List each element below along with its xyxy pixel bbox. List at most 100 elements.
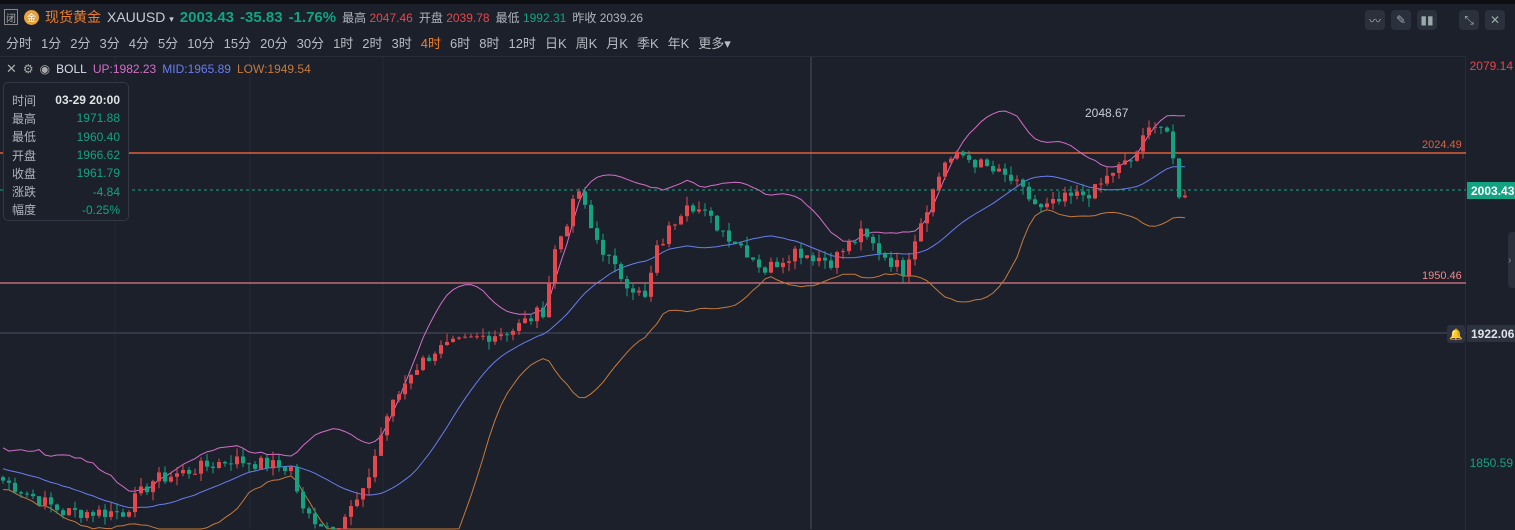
candle-body (547, 282, 551, 318)
candle-body (1069, 192, 1073, 196)
candle-body (943, 162, 947, 177)
candle-body (661, 244, 665, 246)
candle-body (739, 243, 743, 246)
candle-body (673, 224, 677, 226)
tooltip-key: 收盘 (12, 166, 37, 181)
tooltip-value: 1961.79 (76, 166, 120, 181)
candle-body (535, 307, 539, 322)
candle-body (373, 455, 377, 478)
candle-body (259, 457, 263, 469)
tooltip-key: 幅度 (12, 203, 37, 218)
period-tab[interactable]: 4分 (128, 36, 149, 51)
candle-body (91, 512, 95, 516)
candle-body (31, 493, 35, 497)
candle-body (295, 466, 299, 492)
side-panel-toggle[interactable]: › (1508, 232, 1515, 288)
period-tab[interactable]: 更多▾ (698, 36, 731, 51)
symbol-header: 闭 金 现货黄金 XAUUSD ▾ 2003.43 -35.83 -1.76% … (4, 6, 643, 28)
candle-body (331, 526, 335, 529)
period-tab[interactable]: 1分 (41, 36, 62, 51)
candle-body (1159, 126, 1163, 128)
tooltip-key: 最低 (12, 130, 37, 145)
settings-icon[interactable]: ⚙ (22, 62, 34, 76)
candle-body (523, 318, 527, 323)
period-tab[interactable]: 12时 (508, 36, 536, 51)
candle-body (937, 176, 941, 190)
period-tab[interactable]: 周K (575, 36, 598, 51)
candle-body (73, 508, 77, 510)
period-tabs: 分时 1分 2分 3分 4分 5分 10分 15分 20分 30分 1时 2时 3时 4时 6时 8时 12时日… (6, 33, 731, 52)
candle-body (61, 510, 65, 516)
symbol-selector[interactable]: XAUUSD ▾ (107, 9, 174, 25)
candle-body (1039, 204, 1043, 208)
candle-body (565, 226, 569, 237)
period-tab[interactable]: 分时 (6, 36, 33, 51)
period-tab[interactable]: 季K (636, 36, 659, 51)
chart-toolbar: 〰 ✎ ▮▮ ⤡ ✕ (1365, 10, 1505, 30)
candle-style-icon[interactable]: ▮▮ (1417, 10, 1437, 30)
prev-close-label: 昨收 (572, 10, 597, 25)
price-change-pct: -1.76% (288, 8, 337, 26)
candle-body (715, 215, 719, 231)
period-tab[interactable]: 2分 (70, 36, 91, 51)
candle-body (271, 460, 275, 469)
period-tab[interactable]: 3时 (391, 36, 412, 51)
bell-icon[interactable]: 🔔 (1447, 325, 1465, 343)
candle-body (391, 399, 395, 417)
candle-body (967, 155, 971, 160)
candle-body (637, 290, 641, 293)
candle-body (277, 460, 281, 467)
candle-body (727, 230, 731, 242)
candle-body (355, 499, 359, 507)
tooltip-row: 收盘 1961.79 (12, 164, 120, 182)
candle-body (349, 506, 353, 517)
period-tab[interactable]: 4时 (420, 36, 441, 51)
candle-body (85, 512, 89, 519)
period-tab[interactable]: 6时 (450, 36, 471, 51)
period-tab[interactable]: 8时 (479, 36, 500, 51)
candle-body (439, 345, 443, 354)
draw-icon[interactable]: ✎ (1391, 10, 1411, 30)
period-tab[interactable]: 10分 (187, 36, 215, 51)
period-tab[interactable]: 1时 (333, 36, 354, 51)
candle-tooltip: 时间 03-29 20:00 最高 1971.88 最低 1960.40 开盘 1966.62… (3, 82, 129, 221)
chart-area[interactable] (0, 56, 1466, 530)
candle-body (247, 463, 251, 465)
period-tab[interactable]: 30分 (296, 36, 325, 51)
candle-body (37, 496, 41, 506)
candle-body (205, 460, 209, 467)
tooltip-value: 1966.62 (76, 148, 120, 163)
candle-body (199, 460, 203, 474)
last-price: 2003.43 (179, 8, 235, 26)
candle-body (223, 461, 227, 464)
remove-indicator-icon[interactable]: ✕ (6, 61, 17, 76)
collapse-icon[interactable]: ⤡ (1459, 10, 1479, 30)
low-value: 1992.31 (522, 10, 567, 25)
period-tab[interactable]: 2时 (362, 36, 383, 51)
candle-body (775, 261, 779, 268)
visibility-icon[interactable]: ◉ (39, 62, 51, 76)
period-tab[interactable]: 日K (544, 36, 567, 51)
candle-body (631, 288, 635, 293)
candle-body (613, 255, 617, 265)
period-tab[interactable]: 5分 (157, 36, 179, 51)
candle-body (43, 497, 47, 506)
boll-low: LOW:1949.54 (236, 62, 311, 76)
candle-body (1153, 126, 1157, 128)
period-tab[interactable]: 3分 (99, 36, 120, 51)
candle-body (901, 260, 905, 276)
candle-body (157, 472, 161, 482)
candle-body (763, 267, 767, 273)
period-tab[interactable]: 20分 (260, 36, 288, 51)
candle-body (97, 509, 101, 516)
candle-body (889, 257, 893, 267)
close-icon[interactable]: ✕ (1485, 10, 1505, 30)
candle-body (769, 261, 773, 273)
indicator-icon[interactable]: 〰 (1365, 10, 1385, 30)
candle-body (787, 261, 791, 263)
period-tab[interactable]: 年K (667, 36, 690, 51)
period-tab[interactable]: 月K (606, 36, 628, 51)
period-tab[interactable]: 15分 (223, 36, 252, 51)
candle-body (1099, 183, 1103, 185)
